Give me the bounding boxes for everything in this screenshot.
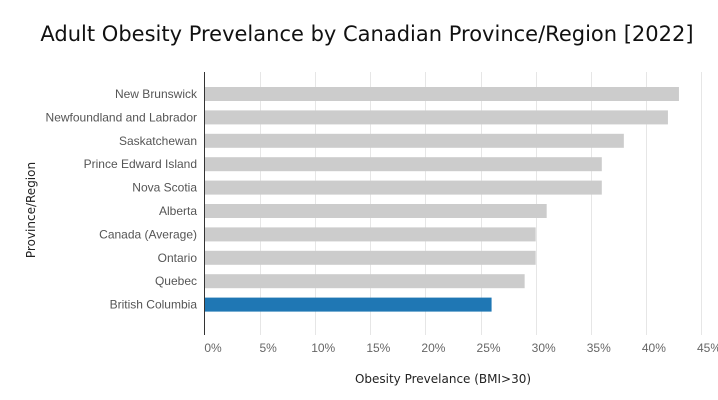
x-tick-label: 20% xyxy=(421,341,445,355)
bar xyxy=(205,87,679,101)
x-axis-title: Obesity Prevelance (BMI>30) xyxy=(355,372,531,386)
y-axis-title: Province/Region xyxy=(24,162,38,258)
bar xyxy=(205,133,624,148)
category-label: Newfoundland and Labrador xyxy=(46,110,197,124)
x-tick-label: 45% xyxy=(697,341,718,355)
x-tick-label: 30% xyxy=(532,341,556,355)
bar xyxy=(205,274,525,289)
bar xyxy=(205,180,602,195)
x-tick-label: 15% xyxy=(366,341,390,355)
x-tick-label: 40% xyxy=(642,341,666,355)
bar xyxy=(205,250,536,265)
category-label: Ontario xyxy=(158,251,198,265)
x-tick-labels: 0% 5% 10% 15% 20% 25% 30% 35% 40% 45% xyxy=(204,341,718,355)
category-label: Prince Edward Island xyxy=(84,157,197,171)
bars xyxy=(205,87,679,312)
bar xyxy=(205,227,536,242)
category-label: Canada (Average) xyxy=(99,227,197,241)
bar xyxy=(205,157,602,172)
x-tick-label: 5% xyxy=(259,341,277,355)
bar xyxy=(205,204,547,218)
category-label: New Brunswick xyxy=(115,87,198,101)
category-label: British Columbia xyxy=(110,298,198,312)
x-tick-label: 10% xyxy=(311,341,335,355)
x-tick-label: 25% xyxy=(477,341,501,355)
chart-title: Adult Obesity Prevelance by Canadian Pro… xyxy=(40,22,693,46)
x-tick-label: 35% xyxy=(587,341,611,355)
category-labels: New Brunswick Newfoundland and Labrador Sa… xyxy=(46,87,198,312)
category-label: Nova Scotia xyxy=(132,181,197,195)
bar xyxy=(205,110,668,125)
category-label: Saskatchewan xyxy=(119,134,197,148)
category-label: Alberta xyxy=(159,204,197,218)
x-tick-label: 0% xyxy=(204,341,222,355)
bar xyxy=(205,297,492,312)
category-label: Quebec xyxy=(155,274,197,288)
